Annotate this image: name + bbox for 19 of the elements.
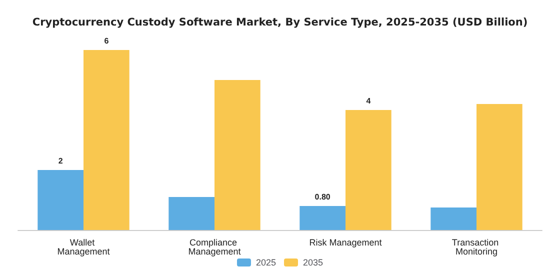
bar (168, 197, 214, 230)
data-label: 4 (366, 96, 372, 106)
bar (84, 50, 130, 230)
x-tick-label: Wallet Management (57, 238, 110, 256)
bar (430, 208, 476, 230)
data-label: 0.80 (314, 192, 331, 202)
data-label: 2 (58, 156, 64, 166)
x-tick-label: Transaction Monitoring (452, 238, 502, 256)
bar (476, 104, 522, 230)
bar (38, 170, 84, 230)
data-label: 6 (104, 36, 110, 46)
legend-label: 2035 (303, 258, 324, 268)
bar (214, 80, 260, 230)
legend-label: 2025 (256, 258, 276, 268)
bar (346, 110, 392, 230)
chart-title: Cryptocurrency Custody Software Market, By Service Type, 2025-2035 (USD Billion) (32, 16, 528, 28)
x-tick-label: Compliance Management (188, 238, 242, 256)
bar (300, 206, 346, 230)
x-tick-label: Risk Management (309, 238, 382, 248)
